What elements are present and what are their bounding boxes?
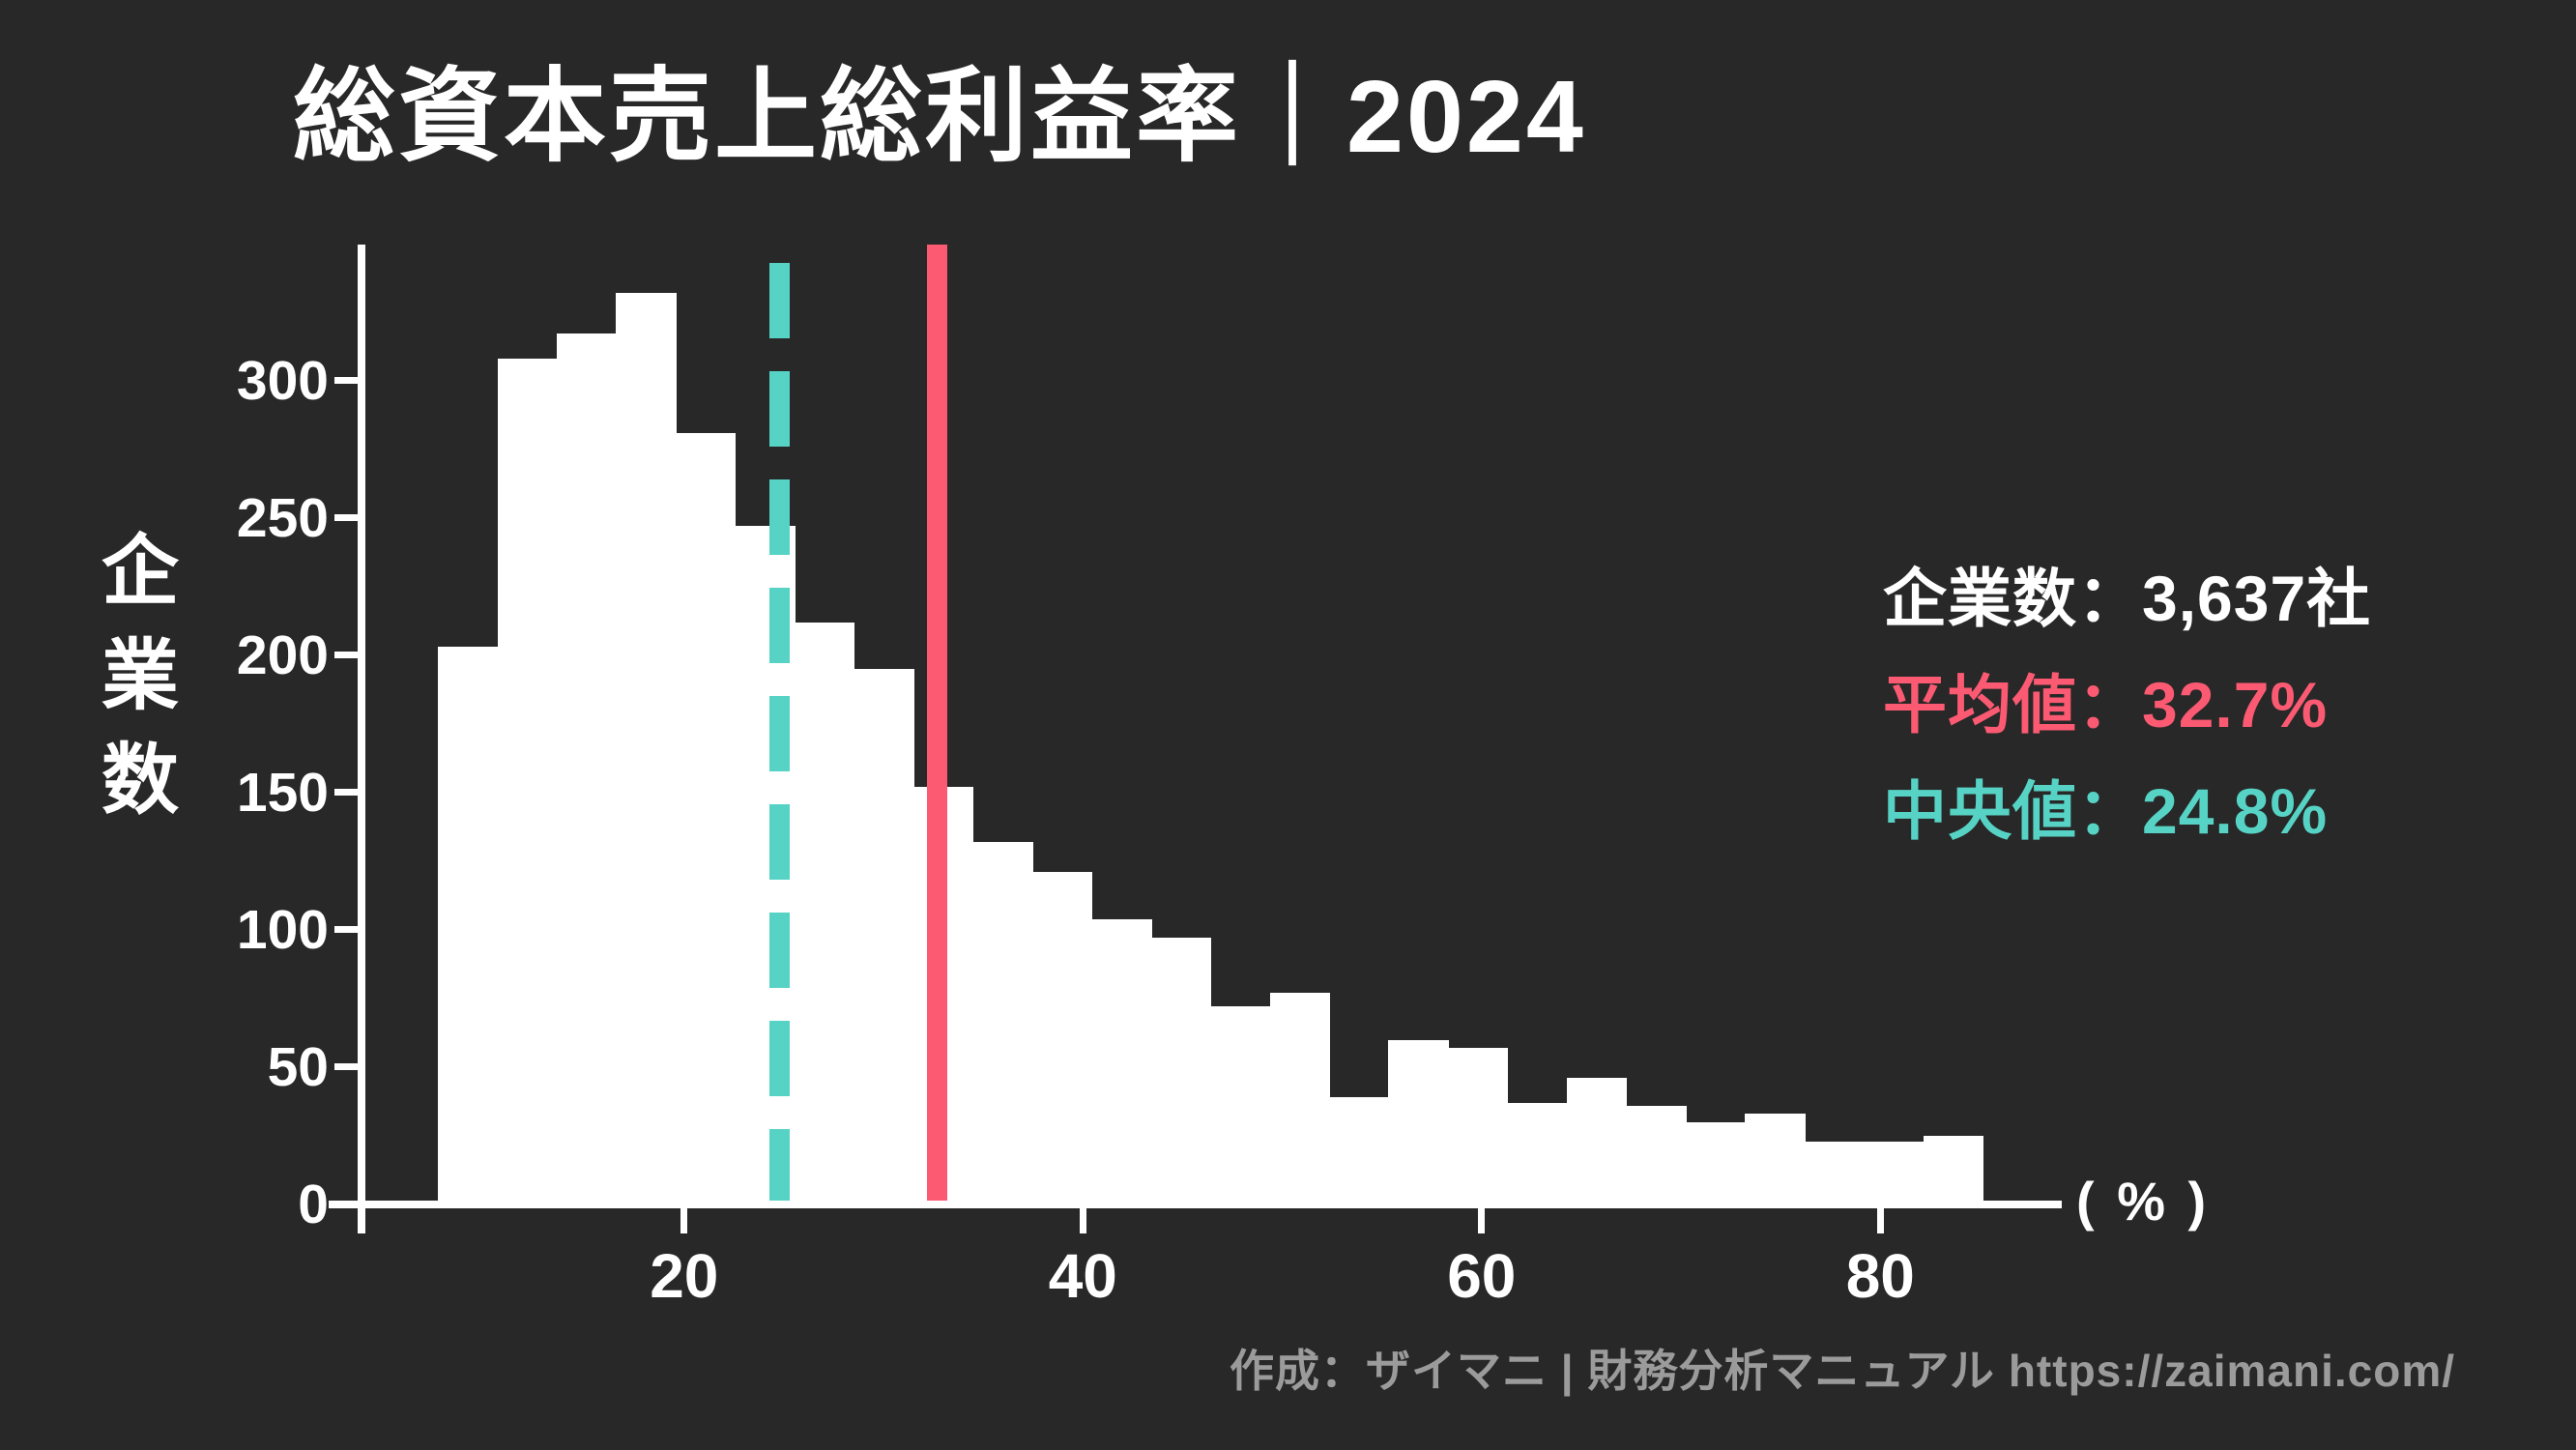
x-tick-label: 20 — [650, 1241, 719, 1311]
histogram-bar — [1269, 993, 1330, 1204]
histogram-bar — [1031, 872, 1093, 1204]
x-tick-mark — [1079, 1204, 1086, 1233]
y-axis-spine — [358, 245, 365, 1233]
histogram-bar — [1388, 1039, 1449, 1204]
y-tick-label: 200 — [236, 624, 329, 686]
histogram-bar — [1804, 1141, 1866, 1204]
y-tick-mark — [334, 514, 361, 522]
y-tick-mark — [334, 1063, 361, 1071]
histogram-bar — [972, 842, 1033, 1204]
stat-mean-value: 平均値：32.7% — [1883, 669, 2329, 740]
histogram-bar — [1507, 1102, 1568, 1204]
y-axis-title: 企業数 — [91, 530, 177, 843]
attribution-footer: 作成：ザイマニ | 財務分析マニュアル https://zaimani.com/ — [1230, 1346, 2455, 1396]
y-tick-label: 0 — [298, 1174, 329, 1235]
y-tick-label: 300 — [236, 349, 329, 412]
histogram-bar — [438, 647, 499, 1204]
x-tick-mark — [1478, 1204, 1486, 1233]
y-tick-label: 250 — [236, 486, 329, 549]
mean-line — [927, 245, 948, 1204]
histogram-bar — [1745, 1114, 1806, 1204]
histogram-bar — [1626, 1105, 1687, 1204]
histogram-bar — [1864, 1141, 1925, 1204]
x-tick-label: 40 — [1048, 1241, 1117, 1311]
x-tick-label: 60 — [1447, 1241, 1517, 1311]
x-tick-mark — [1876, 1204, 1884, 1233]
stat-company-count: 企業数：3,637社 — [1883, 563, 2372, 634]
y-tick-mark — [334, 926, 361, 934]
page-title: 総資本売上総利益率｜2024 — [293, 60, 1586, 174]
y-tick-mark — [334, 377, 361, 385]
histogram-bar — [854, 669, 914, 1204]
stat-median-value: 中央値：24.8% — [1883, 775, 2329, 847]
x-axis-unit-label: ( % ) — [2076, 1171, 2211, 1232]
histogram-bar — [1923, 1135, 1984, 1204]
histogram-bar — [1210, 1006, 1271, 1204]
histogram-bar — [1685, 1121, 1747, 1204]
histogram-bar — [1566, 1078, 1628, 1204]
histogram-bar — [1091, 918, 1152, 1204]
y-tick-label: 50 — [267, 1035, 329, 1098]
median-line — [769, 245, 791, 1204]
histogram-bar — [794, 622, 855, 1204]
histogram-bar — [675, 432, 737, 1204]
histogram-bar — [1150, 938, 1212, 1204]
y-tick-mark — [334, 789, 361, 797]
histogram-bar — [557, 334, 618, 1204]
histogram-bar — [616, 292, 677, 1204]
histogram-bar — [1329, 1097, 1390, 1204]
y-tick-mark — [334, 1201, 361, 1208]
histogram-bar — [1447, 1048, 1509, 1204]
y-tick-label: 100 — [236, 898, 329, 961]
x-axis-spine — [329, 1201, 2062, 1208]
x-tick-label: 80 — [1845, 1241, 1915, 1311]
stats-block: 企業数：3,637社 平均値：32.7% 中央値：24.8% — [1883, 565, 2371, 884]
histogram-bar — [497, 359, 558, 1204]
x-tick-mark — [680, 1204, 688, 1233]
y-tick-label: 150 — [236, 761, 329, 824]
y-tick-mark — [334, 652, 361, 659]
